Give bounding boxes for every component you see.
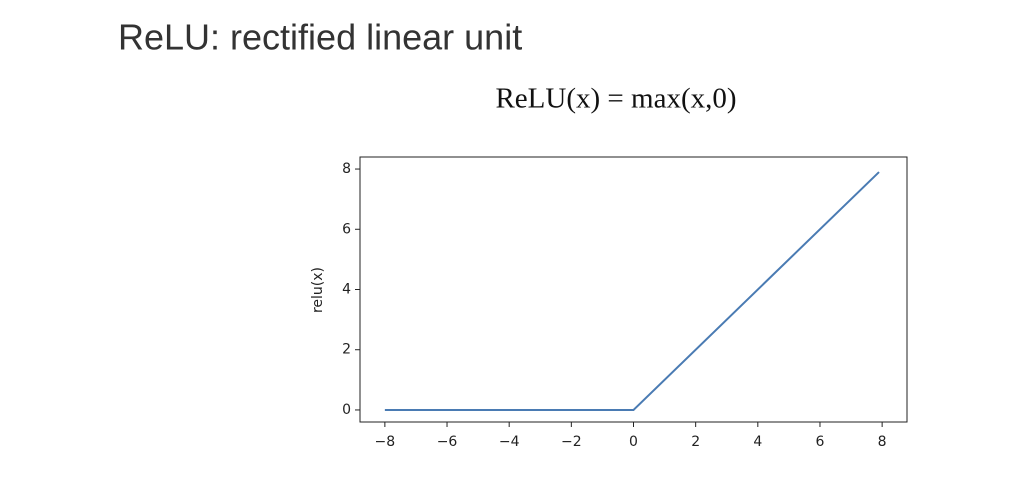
x-tick-label: −2 bbox=[561, 434, 582, 450]
x-tick-label: 4 bbox=[753, 434, 762, 450]
x-tick-label: −4 bbox=[499, 434, 520, 450]
y-tick-label: 8 bbox=[342, 161, 351, 177]
slide-title: ReLU: rectified linear unit bbox=[118, 17, 522, 58]
formula: ReLU(x) = max(x,0) bbox=[495, 83, 736, 115]
plot-frame bbox=[359, 156, 908, 423]
x-tick-label: 8 bbox=[878, 434, 887, 450]
x-tick-label: 2 bbox=[691, 434, 700, 450]
y-tick-label: 6 bbox=[342, 221, 351, 237]
y-tick-label: 2 bbox=[342, 342, 351, 358]
line bbox=[384, 171, 880, 411]
x-tick-label: 0 bbox=[629, 434, 638, 450]
y-axis-label: relu(x) bbox=[310, 267, 326, 313]
y-tick-label: 0 bbox=[342, 402, 351, 418]
x-tick-label: −6 bbox=[437, 434, 458, 450]
y-tick-label: 4 bbox=[342, 282, 351, 298]
x-tick-label: −8 bbox=[375, 434, 396, 450]
x-tick-label: 6 bbox=[816, 434, 825, 450]
